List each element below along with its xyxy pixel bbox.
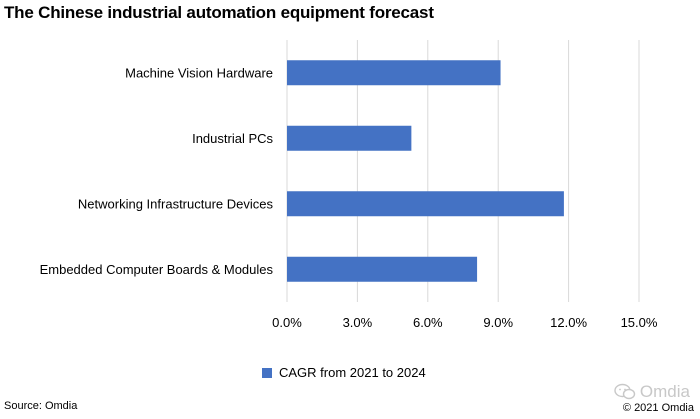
legend: CAGR from 2021 to 2024 <box>262 365 426 380</box>
x-tick-label: 12.0% <box>550 315 587 330</box>
bar <box>287 125 412 151</box>
category-label: Embedded Computer Boards & Modules <box>40 262 274 277</box>
source-note: Source: Omdia <box>4 400 78 412</box>
copyright-note: © 2021 Omdia <box>622 402 694 414</box>
x-tick-label: 6.0% <box>413 315 443 330</box>
bar <box>287 256 478 282</box>
wechat-icon <box>614 383 636 400</box>
x-tick-label: 0.0% <box>272 315 302 330</box>
x-tick-label: 3.0% <box>343 315 373 330</box>
category-label: Industrial PCs <box>192 131 273 146</box>
x-tick-label: 9.0% <box>483 315 513 330</box>
category-labels: Machine Vision Hardware Industrial PCs Net… <box>40 65 274 277</box>
bar <box>287 191 564 217</box>
watermark: Omdia <box>614 382 690 402</box>
x-axis-tick-labels: 0.0% 3.0% 6.0% 9.0% 12.0% 15.0% <box>272 315 658 330</box>
chart-title: The Chinese industrial automation equipm… <box>4 3 434 22</box>
watermark-text: Omdia <box>639 382 690 401</box>
category-label: Machine Vision Hardware <box>125 65 273 80</box>
x-tick-label: 15.0% <box>621 315 658 330</box>
bar <box>287 60 501 86</box>
legend-swatch <box>262 367 272 378</box>
legend-label: CAGR from 2021 to 2024 <box>279 365 426 380</box>
category-label: Networking Infrastructure Devices <box>78 196 274 211</box>
bars <box>287 60 564 282</box>
